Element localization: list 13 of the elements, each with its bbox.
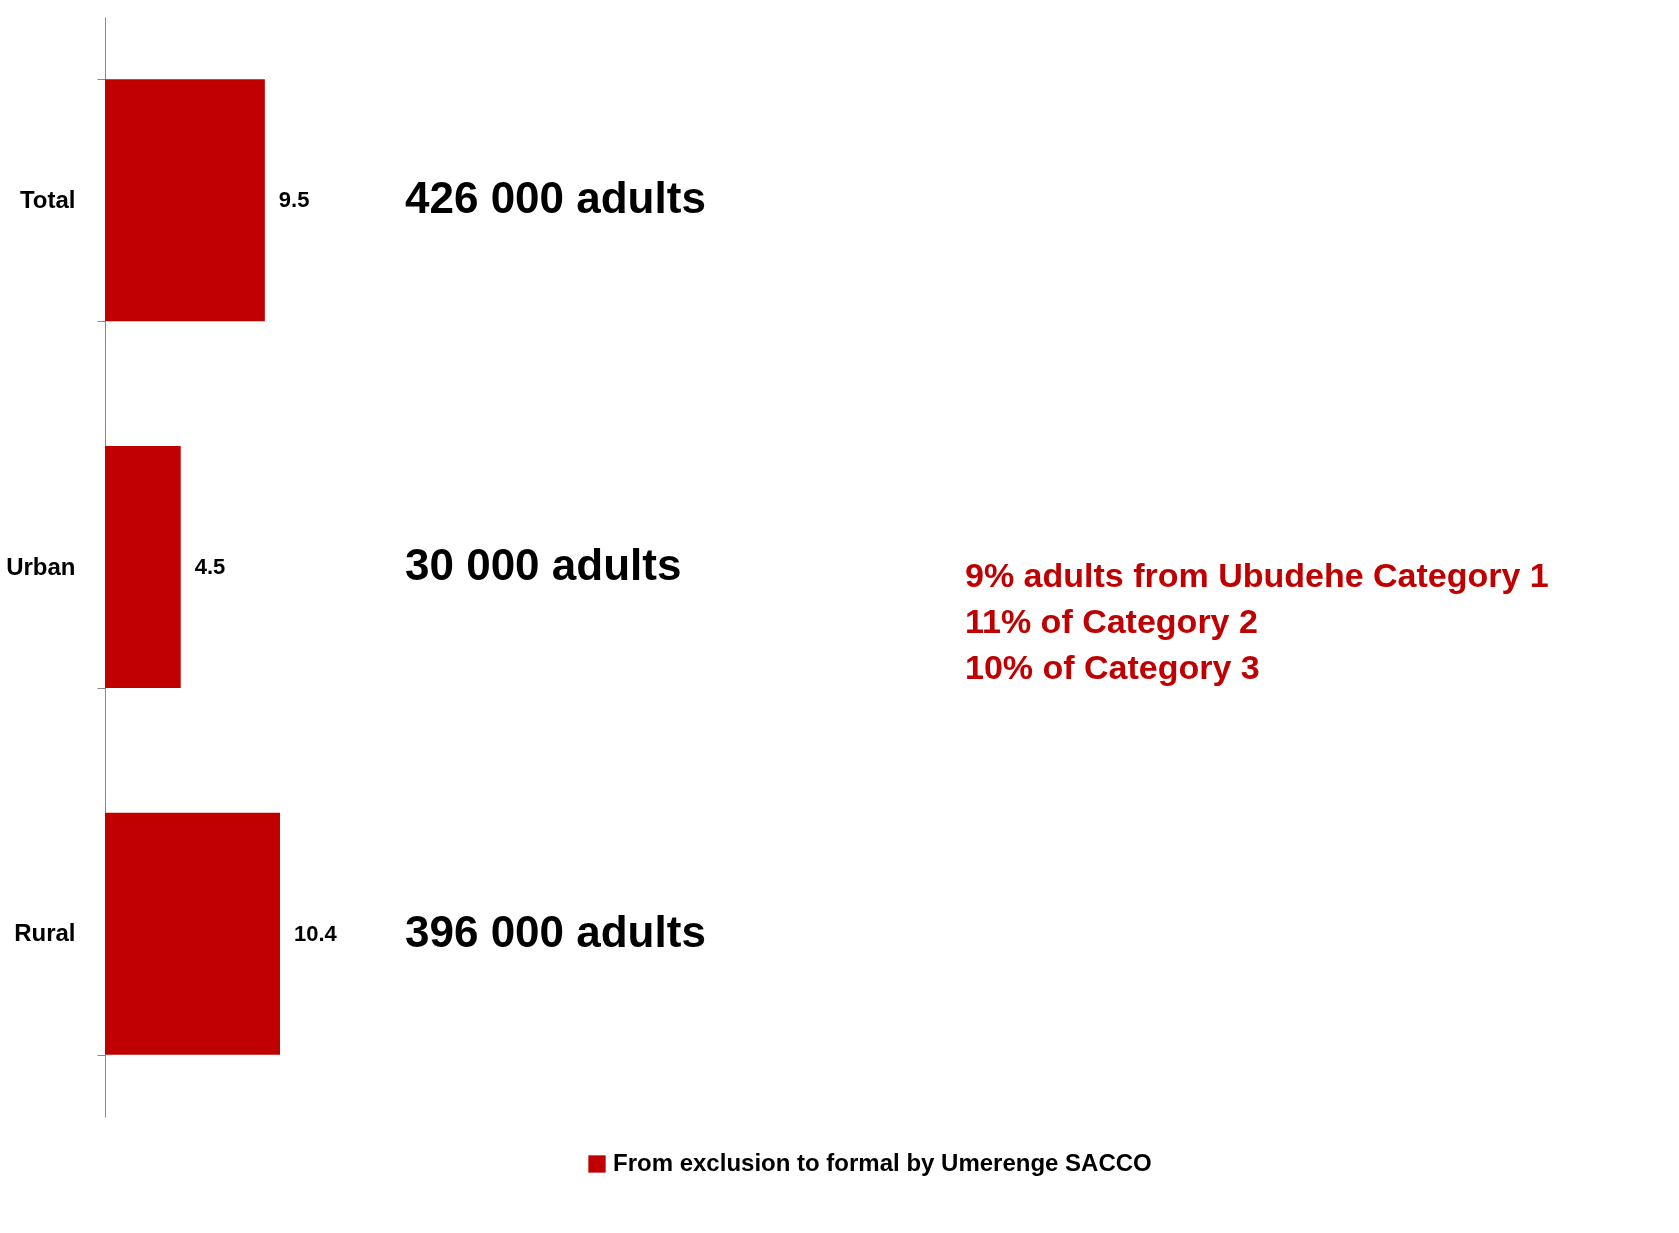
y-tick-label: Urban: [6, 552, 76, 580]
data-label: 10.4: [294, 920, 338, 946]
y-tick-label: Rural: [14, 919, 76, 947]
data-label: 9.5: [278, 187, 310, 213]
text: 426 000 adults: [405, 173, 706, 223]
text: 30 000 adults: [405, 540, 682, 589]
text: 9% adults from Ubudehe Category 1: [965, 556, 1549, 594]
legend-label: From exclusion to formal by Umerenge SACCO: [613, 1149, 1152, 1176]
data-label: 4.5: [194, 554, 226, 579]
y-tick-label: Total: [19, 185, 76, 213]
text: 11% of Category 2: [965, 602, 1258, 640]
text: 396 000 adults: [405, 906, 706, 956]
text: 10% of Category 3: [965, 648, 1260, 686]
